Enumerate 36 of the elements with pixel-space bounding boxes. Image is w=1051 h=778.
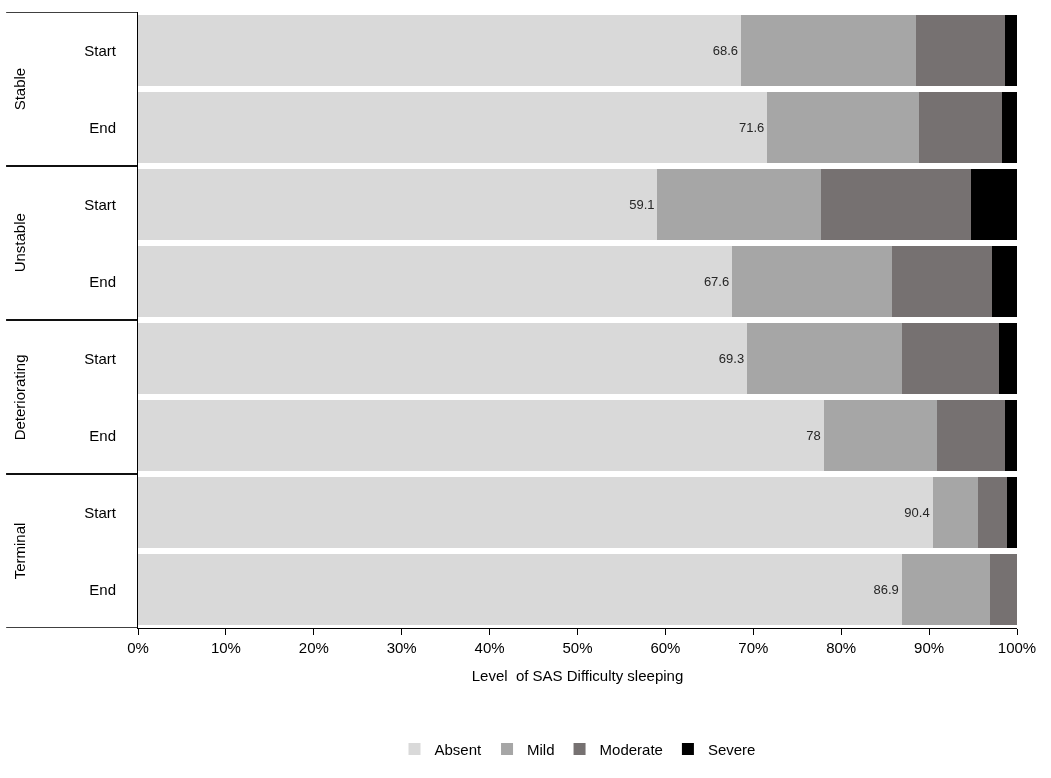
data-label: 68.6 <box>712 43 738 58</box>
data-label: 71.6 <box>739 120 765 135</box>
data-label: 59.1 <box>629 197 655 212</box>
y-tick-label: End <box>89 426 116 444</box>
legend-label: Mild <box>527 740 555 758</box>
data-label: 90.4 <box>904 505 930 520</box>
y-tick-label: End <box>89 580 116 598</box>
text: Stable <box>11 67 29 111</box>
x-tick-label: 40% <box>474 639 505 656</box>
data-label: 86.9 <box>873 582 899 597</box>
x-tick-label: 90% <box>914 639 945 656</box>
legend-label: Absent <box>434 740 483 758</box>
x-axis-title: Level of SAS Difficulty sleeping <box>471 667 684 684</box>
x-tick-label: 20% <box>298 639 329 656</box>
legend-label: Severe <box>707 740 756 758</box>
x-tick-label: 80% <box>826 639 857 656</box>
legend-label: Moderate <box>599 740 663 758</box>
x-tick-label: 30% <box>386 639 417 656</box>
data-label: 69.3 <box>718 351 745 366</box>
y-tick-label: Start <box>84 195 117 213</box>
data-label: 67.6 <box>703 274 730 289</box>
y-tick-label: Start <box>84 349 117 367</box>
y-tick-label: Start <box>84 503 117 521</box>
x-tick-label: 50% <box>562 639 593 656</box>
y-tick-label: End <box>89 118 116 136</box>
text: Terminal <box>11 522 29 580</box>
text: Deteriorating <box>11 354 29 441</box>
data-label: 78 <box>806 428 821 443</box>
y-tick-label: Start <box>84 41 117 59</box>
x-tick-label: 10% <box>210 639 241 656</box>
y-tick-label: End <box>89 272 116 290</box>
x-tick-label: 70% <box>738 639 769 656</box>
x-tick-label: 100% <box>997 639 1037 656</box>
x-tick-label: 0% <box>127 639 149 656</box>
text: Unstable <box>11 213 29 273</box>
x-tick-label: 60% <box>650 639 681 656</box>
